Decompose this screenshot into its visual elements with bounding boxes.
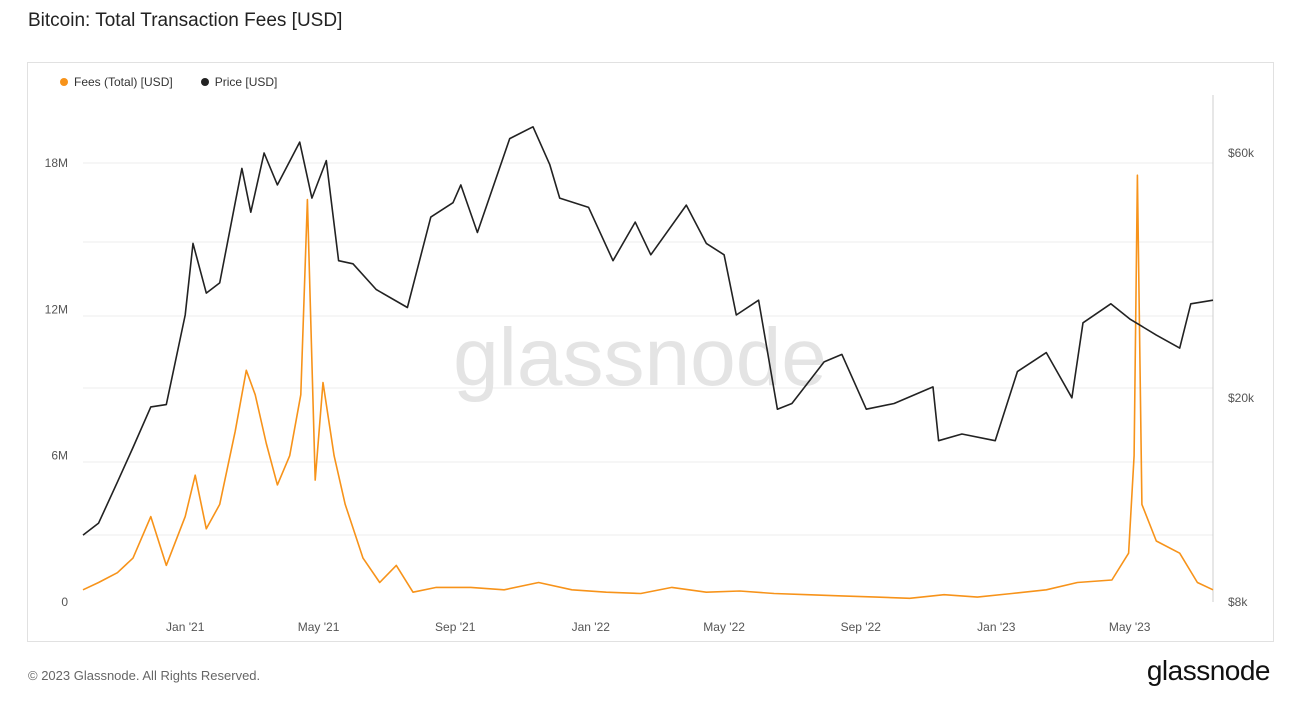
series-line-fees	[82, 174, 1214, 600]
glassnode-logo: glassnode	[1146, 655, 1271, 686]
legend-dot-fees	[60, 78, 68, 86]
grid-layer	[83, 162, 1213, 536]
chart-legend: Fees (Total) [USD] Price [USD]	[60, 75, 277, 89]
legend-label-fees: Fees (Total) [USD]	[74, 75, 173, 89]
x-tick-label: May '21	[298, 620, 340, 634]
y-right-tick-label: $20k	[1228, 391, 1255, 405]
legend-label-price: Price [USD]	[214, 75, 278, 89]
x-tick-label: Jan '22	[572, 620, 611, 634]
y-right-tick-label: $8k	[1228, 595, 1248, 609]
series-layer	[82, 126, 1214, 600]
legend-item-price[interactable]: Price [USD]	[200, 75, 278, 89]
y-left-tick-label: 6M	[51, 449, 68, 463]
series-line-price	[82, 126, 1214, 536]
y-left-tick-label: 18M	[45, 156, 68, 170]
y-left-tick-label: 12M	[45, 302, 68, 316]
y-right-tick-label: $60k	[1228, 146, 1255, 160]
x-tick-label: Sep '22	[841, 620, 882, 634]
x-tick-label: May '22	[703, 620, 745, 634]
axis-layer: 0 6M 12M 18M $8k $20k $60k Jan '21 May '21 Sep '2…	[45, 95, 1255, 634]
legend-dot-price	[200, 78, 209, 86]
chart-title: Bitcoin: Total Transaction Fees [USD]	[28, 10, 343, 31]
y-left-tick-label: 0	[61, 595, 68, 609]
x-tick-label: Jan '21	[166, 620, 205, 634]
chart-watermark: glassnode	[453, 312, 827, 403]
x-tick-label: Jan '23	[977, 620, 1016, 634]
legend-item-fees[interactable]: Fees (Total) [USD]	[60, 75, 173, 89]
x-tick-label: Sep '21	[435, 620, 476, 634]
x-tick-label: May '23	[1109, 620, 1151, 634]
chart-frame	[27, 62, 1274, 642]
footer-copyright: © 2023 Glassnode. All Rights Reserved.	[28, 668, 261, 683]
